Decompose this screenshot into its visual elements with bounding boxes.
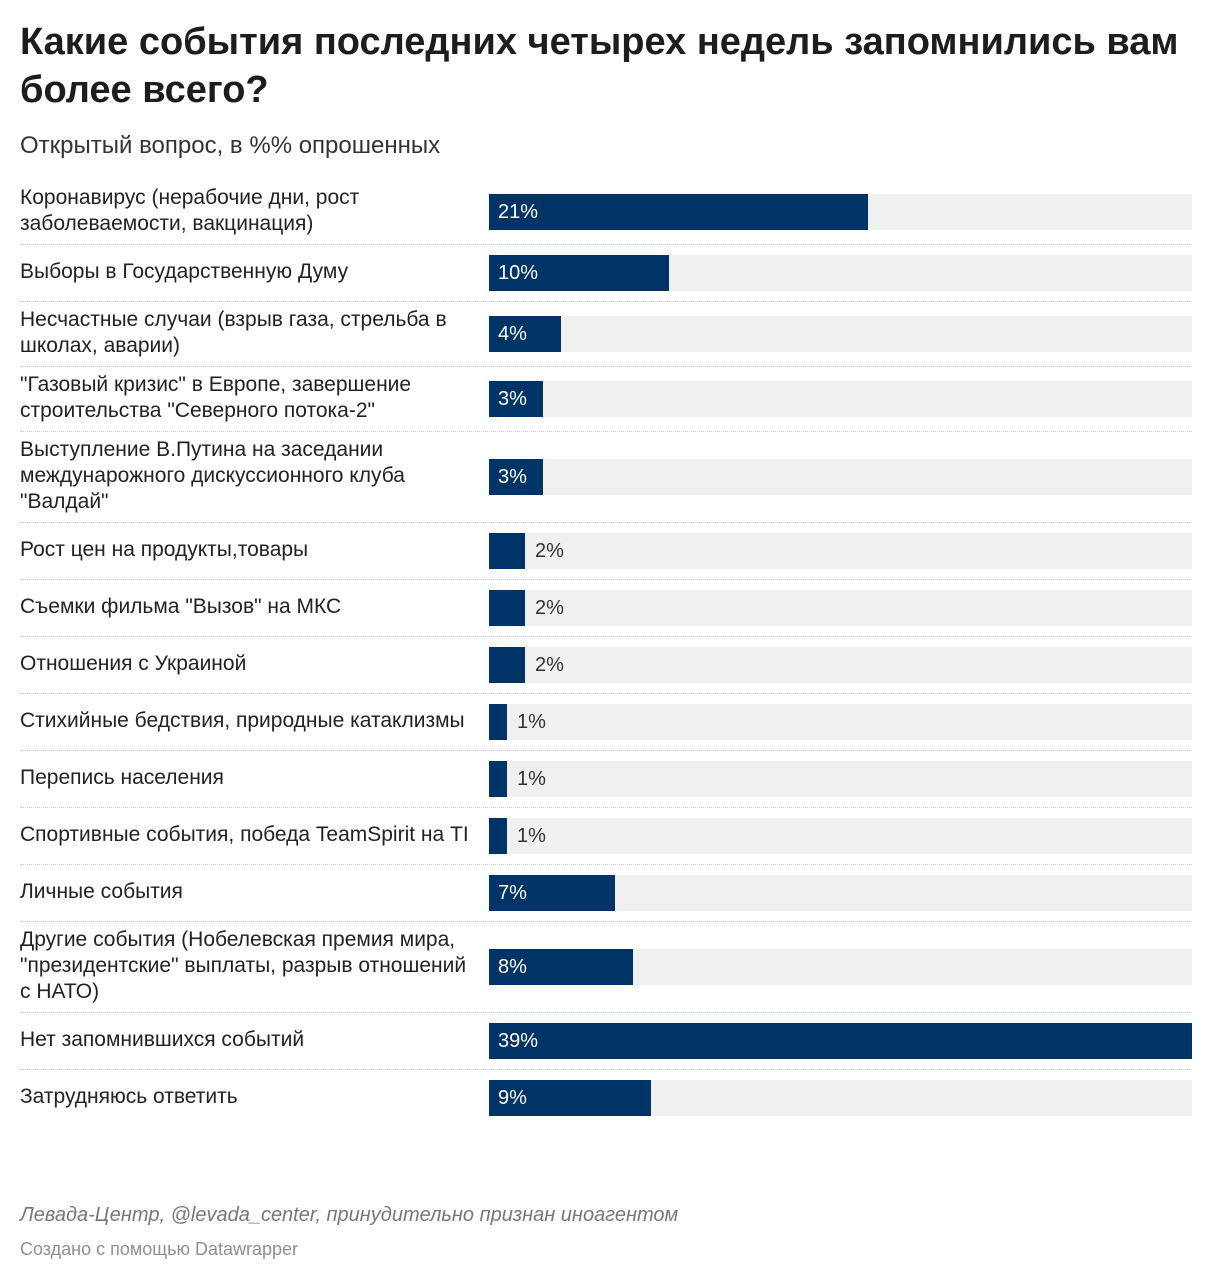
category-label: Несчастные случаи (взрыв газа, стрельба …: [20, 308, 447, 357]
value-label: 1%: [517, 768, 546, 790]
category-label: Рост цен на продукты,товары: [20, 538, 309, 561]
bar-track: 2%: [489, 533, 1192, 569]
bar-row: Другие события (Нобелевская премия мира,…: [20, 922, 1192, 1013]
bar: [489, 1023, 1192, 1059]
bar-row: "Газовый кризис" в Европе, завершение ст…: [20, 367, 1192, 432]
bar-track: 8%: [489, 949, 1192, 985]
chart-title: Какие события последних четырех недель з…: [20, 21, 1179, 111]
category-label: Спортивные события, победа TeamSpirit на…: [20, 823, 469, 846]
bar-track: 21%: [489, 194, 1192, 230]
bar: [489, 590, 525, 626]
bar-track: 7%: [489, 875, 1192, 911]
bar-row: Выступление В.Путина на заседании междун…: [20, 432, 1192, 523]
bar-track: 1%: [489, 761, 1192, 797]
bar-chart: Коронавирус (нерабочие дни, рост заболев…: [0, 180, 1212, 1127]
bar-track: 4%: [489, 316, 1192, 352]
category-label: Затрудняюсь ответить: [20, 1085, 238, 1108]
category-label: Выступление В.Путина на заседании междун…: [20, 438, 405, 513]
bar: [489, 459, 543, 495]
bar: [489, 316, 561, 352]
bar-track: 10%: [489, 255, 1192, 291]
bar-track: 1%: [489, 704, 1192, 740]
chart-subtitle: Открытый вопрос, в %% опрошенных: [20, 132, 441, 159]
bar-track: 3%: [489, 459, 1192, 495]
bar: [489, 949, 633, 985]
source-note: Левада-Центр, @levada_center, принудител…: [20, 1204, 679, 1226]
category-label: "Газовый кризис" в Европе, завершение ст…: [20, 373, 412, 422]
bar-row: Несчастные случаи (взрыв газа, стрельба …: [20, 302, 1192, 367]
bar-row: Выборы в Государственную Думу 10%: [20, 245, 1192, 302]
value-label: 4%: [498, 323, 527, 345]
category-label: Личные события: [20, 880, 183, 903]
bar: [489, 875, 615, 911]
bar-track: 3%: [489, 381, 1192, 417]
value-label: 1%: [517, 711, 546, 733]
bar: [489, 818, 507, 854]
bar-row: Личные события 7%: [20, 865, 1192, 922]
bar-row: Нет запомнившихся событий 39%: [20, 1013, 1192, 1070]
bar-row: Рост цен на продукты,товары 2%: [20, 523, 1192, 580]
category-label: Перепись населения: [20, 766, 224, 789]
value-label: 39%: [498, 1030, 539, 1052]
value-label: 10%: [498, 262, 539, 284]
bar-row: Перепись населения 1%: [20, 751, 1192, 808]
value-label: 8%: [498, 956, 527, 978]
category-label: Выборы в Государственную Думу: [20, 260, 349, 283]
bar-track: 9%: [489, 1080, 1192, 1116]
value-label: 3%: [498, 466, 527, 488]
bar-track: 1%: [489, 818, 1192, 854]
value-label: 2%: [535, 654, 564, 676]
bar-row: Отношения с Украиной 2%: [20, 637, 1192, 694]
bar-row: Затрудняюсь ответить 9%: [20, 1070, 1192, 1126]
value-label: 21%: [498, 201, 539, 223]
credit-note: Создано с помощью Datawrapper: [20, 1239, 299, 1259]
category-label: Съемки фильма "Вызов" на МКС: [20, 595, 342, 618]
bar: [489, 533, 525, 569]
bar-row: Стихийные бедствия, природные катаклизмы…: [20, 694, 1192, 751]
bar: [489, 255, 669, 291]
value-label: 2%: [535, 597, 564, 619]
bar-track: 39%: [489, 1023, 1192, 1059]
value-label: 7%: [498, 882, 527, 904]
value-label: 1%: [517, 825, 546, 847]
value-label: 3%: [498, 388, 527, 410]
bar-track: 2%: [489, 590, 1192, 626]
bar: [489, 381, 543, 417]
bar-row: Съемки фильма "Вызов" на МКС 2%: [20, 580, 1192, 637]
bar-track: 2%: [489, 647, 1192, 683]
category-label: Другие события (Нобелевская премия мира,…: [20, 928, 467, 1003]
bar: [489, 1080, 651, 1116]
bar-row: Коронавирус (нерабочие дни, рост заболев…: [20, 180, 1192, 245]
category-label: Стихийные бедствия, природные катаклизмы: [20, 709, 465, 732]
bar-row: Спортивные события, победа TeamSpirit на…: [20, 808, 1192, 865]
bar: [489, 704, 507, 740]
bar: [489, 647, 525, 683]
category-label: Коронавирус (нерабочие дни, рост заболев…: [20, 186, 360, 235]
bar: [489, 194, 868, 230]
category-label: Нет запомнившихся событий: [20, 1028, 305, 1051]
value-label: 2%: [535, 540, 564, 562]
category-label: Отношения с Украиной: [20, 652, 247, 675]
value-label: 9%: [498, 1087, 527, 1109]
bar: [489, 761, 507, 797]
